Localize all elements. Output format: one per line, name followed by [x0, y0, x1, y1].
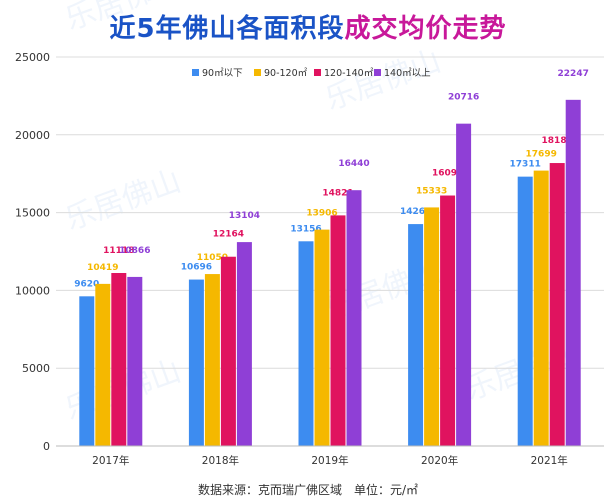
data-label: 12164 [213, 230, 244, 240]
data-label: 9620 [74, 279, 99, 289]
data-label: 10866 [119, 246, 150, 256]
legend-swatch [314, 69, 321, 76]
data-label: 11118 [103, 246, 134, 256]
bar [533, 170, 549, 446]
x-tick-label: 2017年 [92, 454, 129, 467]
bar [346, 190, 362, 446]
data-label: 10419 [87, 263, 118, 273]
bar [517, 176, 533, 446]
data-label: 11050 [197, 253, 228, 263]
data-label: 16098 [432, 169, 463, 179]
data-label: 16440 [338, 159, 369, 169]
bar [440, 195, 456, 446]
data-label: 17311 [510, 160, 541, 170]
bar [330, 215, 346, 446]
data-label: 22247 [558, 69, 589, 79]
legend-swatch [374, 69, 381, 76]
source-note: 数据来源：克而瑞广佛区域 [197, 483, 342, 497]
data-label: 18185 [542, 136, 573, 146]
unit-note: 单位：元/㎡ [353, 483, 419, 497]
data-label: 14262 [400, 207, 431, 217]
x-tick-label: 2021年 [531, 454, 568, 467]
data-label: 15333 [416, 186, 447, 196]
x-tick-label: 2019年 [311, 454, 348, 467]
chart-title-part1: 近5年佛山各面积段 [109, 14, 345, 44]
y-tick-label: 15000 [15, 207, 50, 220]
x-tick-label: 2018年 [202, 454, 239, 467]
x-tick-label: 2020年 [421, 454, 458, 467]
data-label: 13156 [290, 224, 321, 234]
bar [236, 242, 252, 446]
bar [549, 163, 565, 447]
y-tick-label: 5000 [22, 362, 50, 375]
watermark-text: 乐居佛山 [321, 44, 446, 118]
data-label: 17699 [526, 150, 557, 160]
chart-title: 近5年佛山各面积段成交均价走势 [0, 8, 616, 45]
y-tick-label: 0 [43, 440, 50, 453]
watermark-text: 乐居佛山 [61, 164, 186, 238]
bar [79, 296, 95, 446]
chart-title-part2: 成交均价走势 [344, 14, 507, 44]
legend-label: 90㎡以下 [202, 68, 243, 79]
bar [565, 99, 581, 447]
bar [314, 229, 330, 446]
bar [95, 283, 111, 446]
data-label: 13906 [306, 209, 337, 219]
data-label: 14821 [322, 188, 353, 198]
legend-swatch [192, 69, 199, 76]
bar [188, 279, 204, 446]
bar [424, 207, 440, 446]
y-tick-label: 10000 [15, 284, 50, 297]
bar [127, 276, 143, 446]
legend-label: 90-120㎡ [264, 68, 308, 79]
y-tick-label: 25000 [15, 51, 50, 64]
bar [298, 241, 314, 446]
bar [456, 123, 472, 446]
footer: 数据来源：克而瑞广佛区域 单位：元/㎡ [0, 481, 616, 498]
legend-label: 140㎡以上 [384, 68, 431, 79]
legend-label: 120-140㎡ [324, 68, 374, 79]
data-label: 13104 [229, 211, 260, 221]
data-label: 10696 [181, 263, 212, 273]
bar [111, 273, 127, 446]
legend-swatch [254, 69, 261, 76]
bar [220, 256, 236, 446]
bar [204, 274, 220, 446]
y-tick-label: 20000 [15, 129, 50, 142]
bar [408, 224, 424, 446]
data-label: 20716 [448, 93, 479, 103]
